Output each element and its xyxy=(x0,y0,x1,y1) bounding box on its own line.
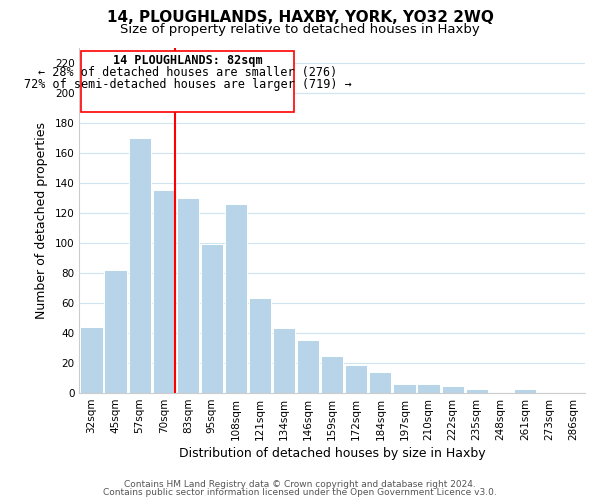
Bar xyxy=(345,364,367,393)
Bar xyxy=(514,388,536,393)
Bar xyxy=(273,328,295,393)
Bar xyxy=(80,327,103,393)
Bar xyxy=(418,384,440,393)
Text: ← 28% of detached houses are smaller (276): ← 28% of detached houses are smaller (27… xyxy=(38,66,337,78)
X-axis label: Distribution of detached houses by size in Haxby: Distribution of detached houses by size … xyxy=(179,447,485,460)
Bar xyxy=(370,372,391,393)
Bar xyxy=(152,190,175,393)
Bar xyxy=(104,270,127,393)
FancyBboxPatch shape xyxy=(82,50,294,112)
Bar xyxy=(128,138,151,393)
Text: 14, PLOUGHLANDS, HAXBY, YORK, YO32 2WQ: 14, PLOUGHLANDS, HAXBY, YORK, YO32 2WQ xyxy=(107,10,493,25)
Bar xyxy=(177,198,199,393)
Bar xyxy=(321,356,343,393)
Bar xyxy=(466,388,488,393)
Y-axis label: Number of detached properties: Number of detached properties xyxy=(35,122,48,319)
Text: Size of property relative to detached houses in Haxby: Size of property relative to detached ho… xyxy=(120,22,480,36)
Text: Contains public sector information licensed under the Open Government Licence v3: Contains public sector information licen… xyxy=(103,488,497,497)
Text: Contains HM Land Registry data © Crown copyright and database right 2024.: Contains HM Land Registry data © Crown c… xyxy=(124,480,476,489)
Bar xyxy=(394,384,416,393)
Bar xyxy=(297,340,319,393)
Text: 14 PLOUGHLANDS: 82sqm: 14 PLOUGHLANDS: 82sqm xyxy=(113,54,262,66)
Bar xyxy=(249,298,271,393)
Bar xyxy=(442,386,464,393)
Bar xyxy=(201,244,223,393)
Text: 72% of semi-detached houses are larger (719) →: 72% of semi-detached houses are larger (… xyxy=(23,78,352,90)
Bar xyxy=(225,204,247,393)
